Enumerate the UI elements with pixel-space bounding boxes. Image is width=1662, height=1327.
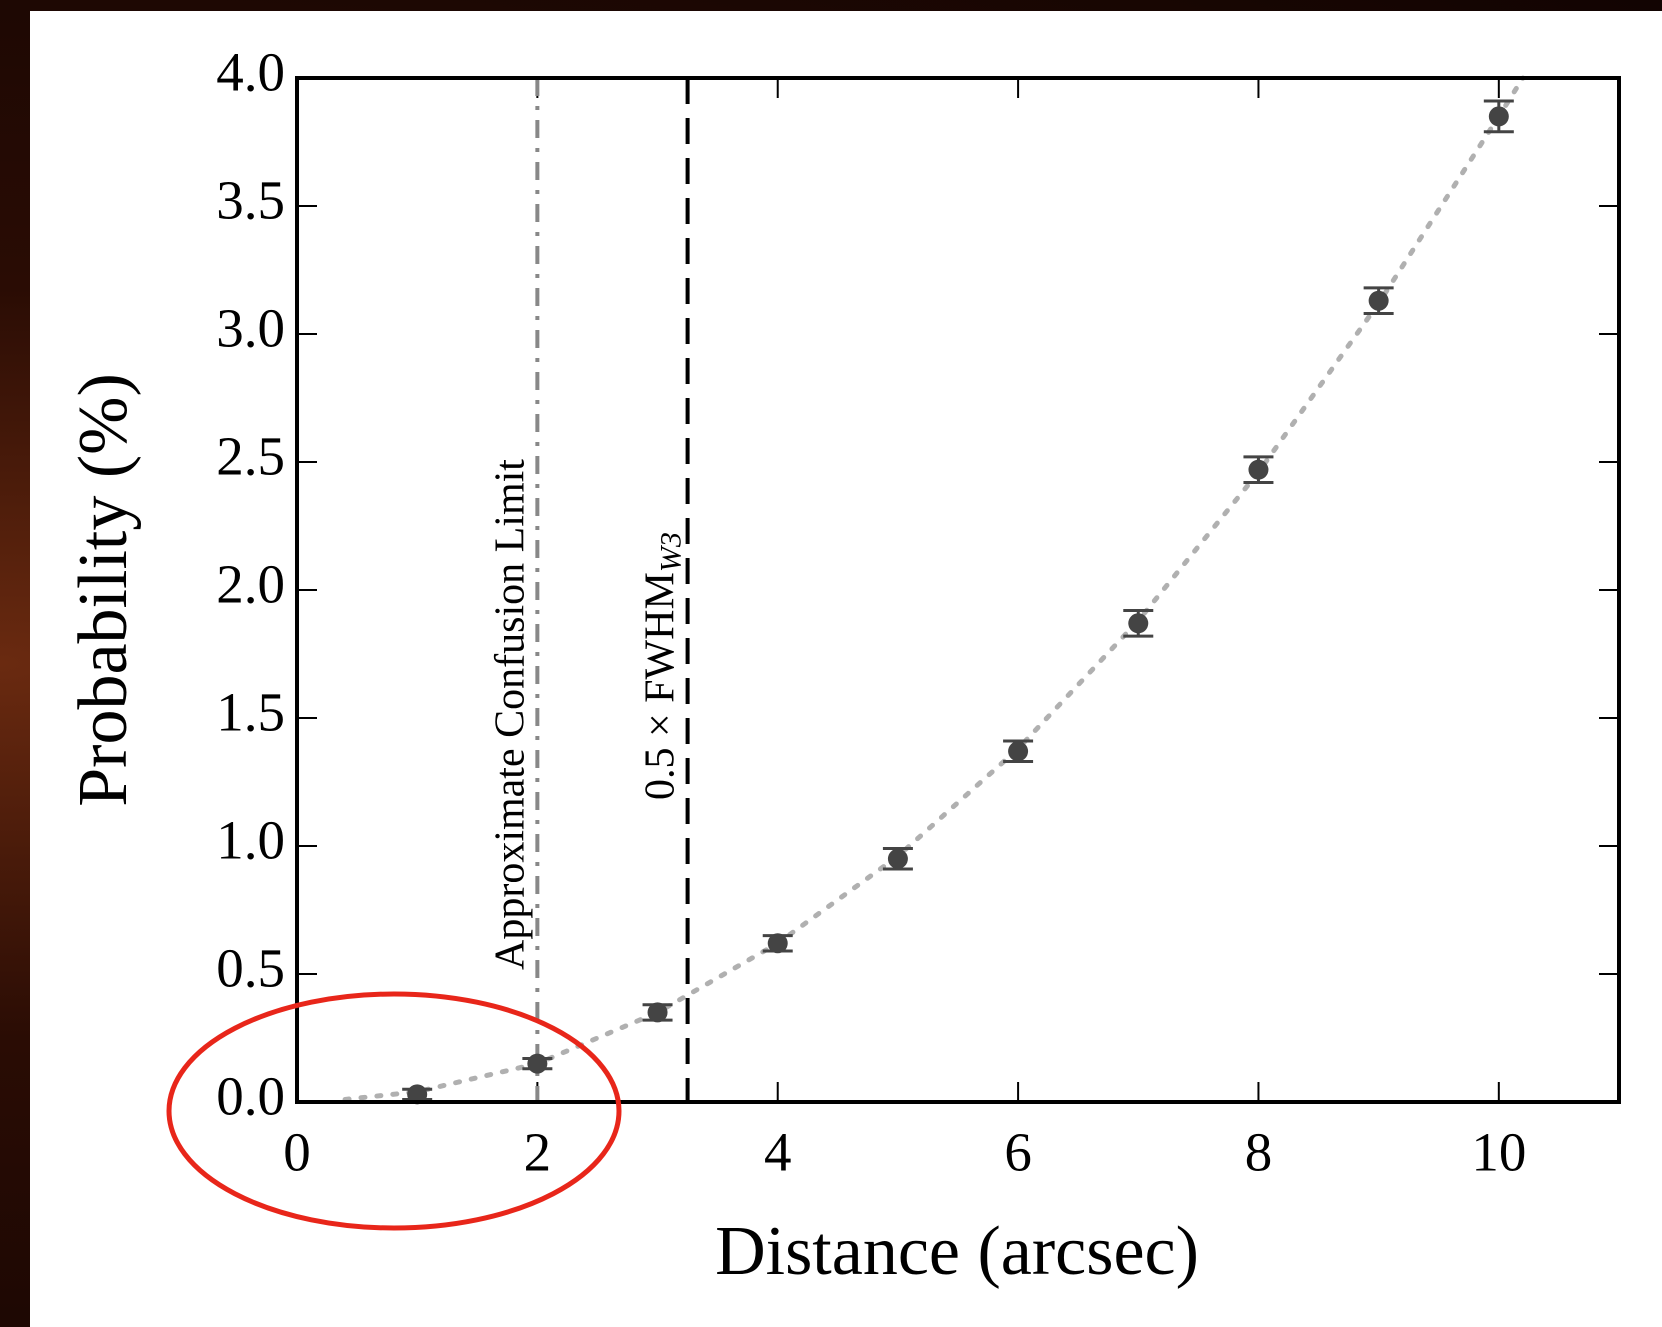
x-tick-label: 2	[524, 1122, 552, 1183]
y-tick-label: 2.5	[216, 426, 285, 487]
x-tick-label: 6	[1004, 1122, 1032, 1183]
y-tick-label: 0.0	[216, 1066, 285, 1127]
reference-label: 0.5 × FWHMW3	[637, 532, 687, 800]
y-tick-label: 3.0	[216, 298, 285, 359]
y-tick-label: 3.5	[216, 170, 285, 231]
fit-curve	[342, 75, 1526, 1102]
data-point	[1248, 459, 1269, 480]
x-tick-label: 10	[1471, 1122, 1526, 1183]
data-point	[647, 1002, 668, 1023]
data-point	[887, 848, 908, 869]
reference-label-text: Approximate Confusion Limit	[487, 459, 533, 970]
x-tick-label: 0	[283, 1122, 311, 1183]
reference-label-text: 0.5 × FWHM	[637, 572, 683, 800]
data-point	[767, 933, 788, 954]
panel	[30, 11, 1662, 1327]
y-axis-label: Probability (%)	[65, 373, 142, 807]
y-tick-label: 0.5	[216, 938, 285, 999]
x-axis-label: Distance (arcsec)	[715, 1213, 1199, 1290]
plot-frame	[295, 76, 1621, 1104]
x-tick-label: 8	[1245, 1122, 1273, 1183]
y-tick-label: 2.0	[216, 554, 285, 615]
highlight-ellipse	[166, 991, 622, 1231]
x-tick-label: 4	[764, 1122, 792, 1183]
reference-label: Approximate Confusion Limit	[487, 459, 533, 970]
y-tick-label: 1.0	[216, 810, 285, 871]
data-point	[407, 1084, 428, 1105]
data-point	[1128, 613, 1149, 634]
y-tick-label: 4.0	[216, 42, 285, 103]
data-point	[1368, 290, 1389, 311]
data-point	[1488, 106, 1509, 127]
data-point	[1008, 741, 1029, 762]
y-tick-label: 1.5	[216, 682, 285, 743]
reference-label-subscript: W3	[654, 532, 687, 572]
data-point	[527, 1053, 548, 1074]
